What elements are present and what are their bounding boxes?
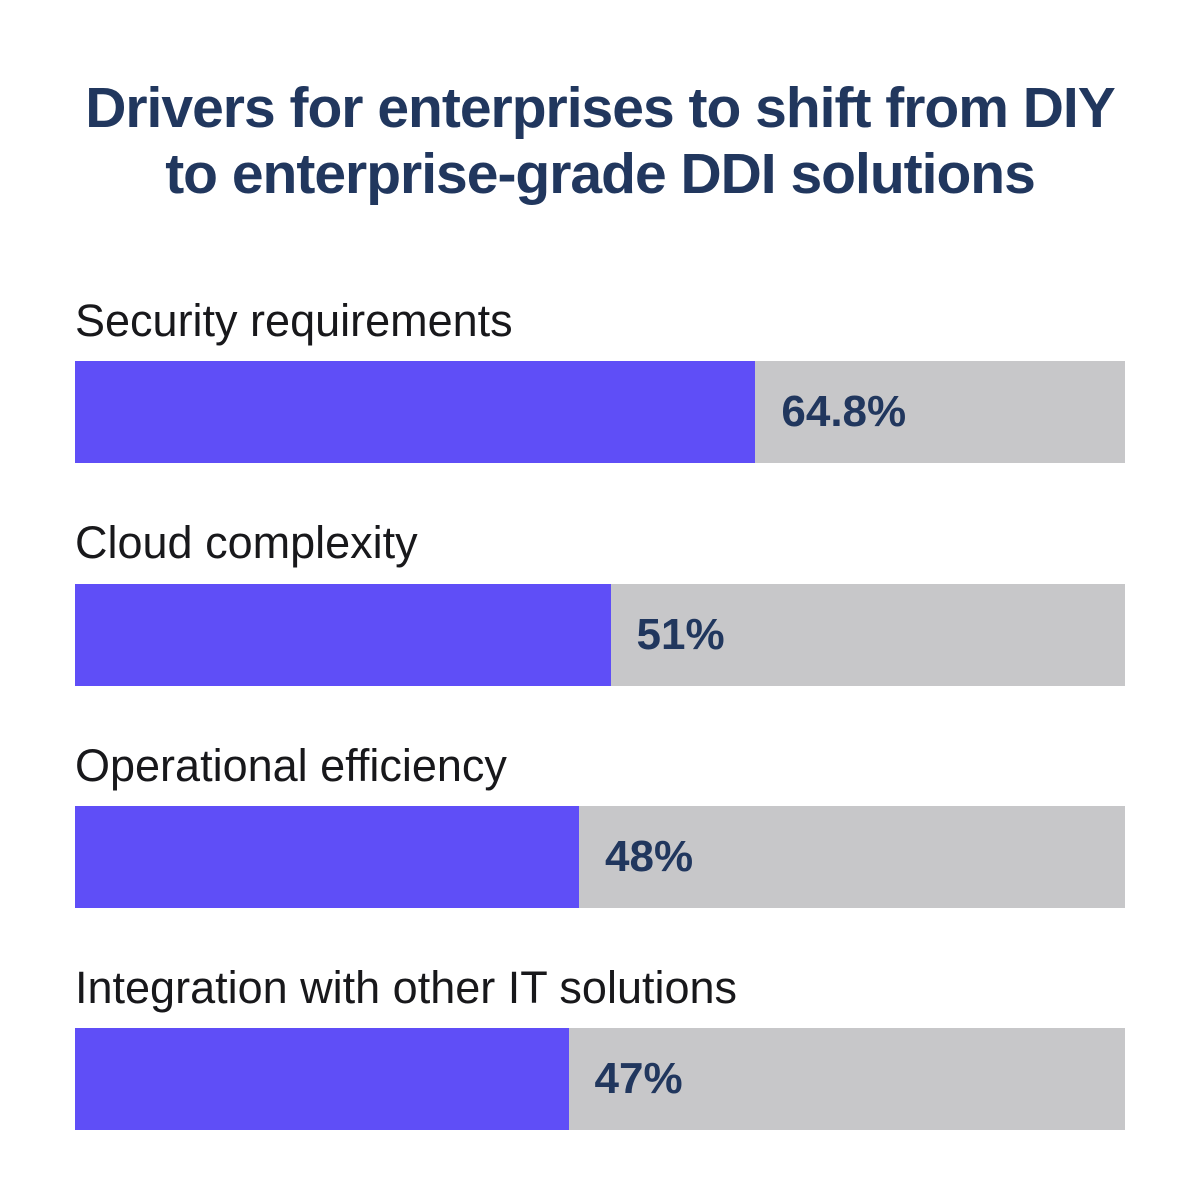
bar-row: Operational efficiency 48%	[75, 738, 1125, 908]
category-label: Operational efficiency	[75, 739, 507, 791]
bar-fill	[75, 361, 756, 464]
bar-row: Integration with other IT solutions 47%	[75, 960, 1125, 1131]
value-label: 64.8%	[781, 387, 907, 437]
bar-track: 47%	[75, 1028, 1125, 1131]
category-label: Cloud complexity	[75, 517, 418, 569]
page-title-line2: to enterprise-grade DDI solutions	[165, 141, 1036, 206]
value-label: 47%	[594, 1054, 683, 1104]
category-label: Integration with other IT solutions	[75, 961, 738, 1013]
bar-fill	[75, 1028, 569, 1131]
value-label: 48%	[605, 831, 694, 881]
bar-row: Security requirements 64.8%	[75, 293, 1125, 464]
page-title-line1: Drivers for enterprises to shift from DI…	[85, 76, 1116, 140]
category-label: Security requirements	[75, 295, 513, 347]
bar-chart: Security requirements 64.8% Cloud comple…	[75, 293, 1125, 1131]
value-label: 51%	[636, 609, 725, 659]
bar-track: 51%	[75, 583, 1125, 686]
bar-fill	[75, 583, 611, 686]
bar-row: Cloud complexity 51%	[75, 515, 1125, 686]
bar-track: 64.8%	[75, 361, 1125, 464]
bar-fill	[75, 805, 579, 908]
page-title: Drivers for enterprises to shift from DI…	[0, 0, 1200, 207]
bar-track: 48%	[75, 805, 1125, 908]
